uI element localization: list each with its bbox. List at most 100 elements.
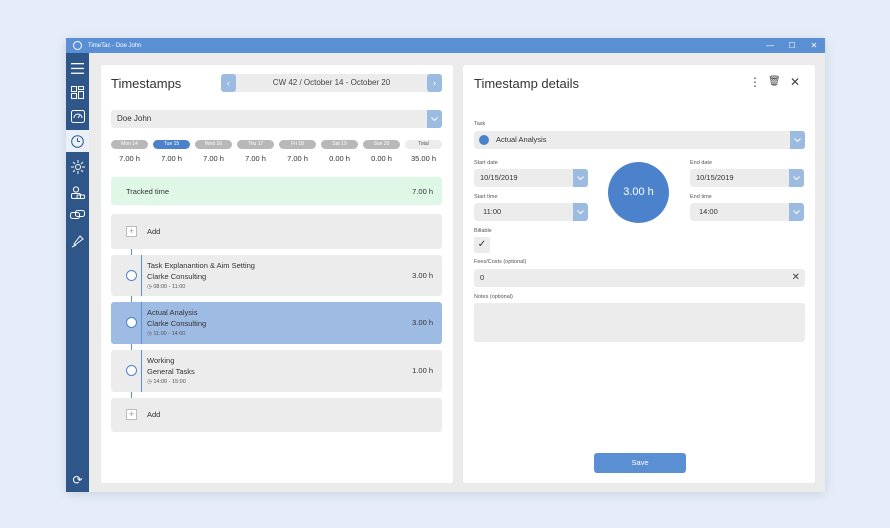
- day-pill-wed[interactable]: Wed 16: [195, 140, 232, 149]
- sidebar-item-absences[interactable]: [66, 156, 89, 178]
- entry-client: General Tasks: [147, 367, 195, 376]
- start-time-value: 11:00: [483, 207, 502, 216]
- task-icon: [479, 135, 489, 145]
- chevron-down-icon[interactable]: [789, 169, 804, 187]
- dashboard-icon: [71, 85, 84, 99]
- entry-time: ◷ 11:00 - 14:00: [147, 331, 185, 337]
- notes-field[interactable]: [474, 303, 805, 342]
- entry-time: ◷ 14:00 - 15:00: [147, 379, 186, 385]
- day-pill-tue[interactable]: Tue 15: [153, 140, 190, 149]
- details-title: Timestamp details: [474, 76, 579, 91]
- entry-task: Task Explanantion & Aim Setting: [147, 261, 255, 270]
- sidebar-menu-button[interactable]: [66, 57, 89, 79]
- sidebar-item-messages[interactable]: [66, 205, 89, 227]
- fees-field[interactable]: 0 ✕: [474, 269, 805, 287]
- fees-value: 0: [480, 273, 485, 282]
- tracked-time-banner: Tracked time 7.00 h: [111, 177, 442, 205]
- gauge-icon: [70, 109, 85, 123]
- user-select[interactable]: Doe John: [111, 110, 442, 128]
- sidebar-item-dashboard[interactable]: [66, 81, 89, 103]
- day-pill-total: Total: [405, 140, 442, 149]
- list-item[interactable]: Working General Tasks ◷ 14:00 - 15:00 1.…: [111, 350, 442, 392]
- notes-label: Notes (optional): [474, 294, 513, 300]
- page-title: Timestamps: [111, 76, 182, 91]
- add-label: Add: [147, 410, 161, 419]
- list-item[interactable]: Actual Analysis Clarke Consulting ◷ 11:0…: [111, 302, 442, 344]
- app-logo-icon: [73, 41, 82, 50]
- minimize-button[interactable]: —: [766, 41, 774, 50]
- entry-time: ◷ 08:00 - 11:00: [147, 284, 185, 290]
- billable-label: Billable: [474, 228, 492, 234]
- sidebar-sync-button[interactable]: ⟳: [66, 469, 89, 491]
- small-clock-icon: ◷: [147, 331, 152, 337]
- sidebar-item-notifications[interactable]: [66, 230, 89, 252]
- entry-time-range: 14:00 - 15:00: [153, 379, 186, 385]
- check-icon: ✓: [477, 239, 487, 250]
- start-time-field[interactable]: 11:00: [474, 203, 588, 221]
- maximize-button[interactable]: ☐: [788, 41, 796, 50]
- list-item[interactable]: Task Explanantion & Aim Setting Clarke C…: [111, 255, 442, 296]
- close-icon[interactable]: ✕: [790, 75, 801, 89]
- day-pill-mon[interactable]: Mon 14: [111, 140, 148, 149]
- timeline-dot: [126, 317, 137, 328]
- entry-hours: 3.00 h: [412, 271, 433, 280]
- save-button[interactable]: Save: [594, 453, 686, 473]
- chevron-down-icon[interactable]: [790, 131, 805, 149]
- timeline-line: [141, 302, 142, 344]
- add-entry-row[interactable]: + Add: [111, 398, 442, 432]
- window-title: TimeTac - Doe John: [88, 42, 142, 49]
- chat-icon: [70, 210, 85, 219]
- entry-time-range: 11:00 - 14:00: [153, 331, 186, 337]
- chevron-down-icon[interactable]: [427, 110, 442, 128]
- task-value: Actual Analysis: [496, 135, 547, 144]
- day-hours-thu: 7.00 h: [245, 154, 266, 163]
- user-select-value: Doe John: [117, 114, 152, 123]
- add-entry-row[interactable]: + Add: [111, 214, 442, 249]
- duration-badge: 3.00 h: [608, 162, 669, 223]
- fees-label: Fees/Costs (optional): [474, 259, 527, 265]
- start-date-value: 10/15/2019: [480, 173, 518, 182]
- window-controls: — ☐ ✕: [759, 38, 825, 53]
- sidebar-item-users[interactable]: [66, 181, 89, 203]
- timeline-line: [141, 255, 142, 296]
- end-date-value: 10/15/2019: [696, 173, 734, 182]
- day-hours-sun: 0.00 h: [371, 154, 392, 163]
- chevron-down-icon[interactable]: [573, 203, 588, 221]
- timeline-connector: [131, 296, 132, 302]
- timeline-dot: [126, 270, 137, 281]
- day-pill-thu[interactable]: Thu 17: [237, 140, 274, 149]
- entry-hours: 3.00 h: [412, 318, 433, 327]
- bell-icon: [71, 235, 84, 248]
- sidebar-item-timestamps[interactable]: [66, 130, 89, 152]
- menu-icon: [71, 62, 84, 74]
- end-date-label: End date: [690, 160, 713, 166]
- billable-checkbox[interactable]: ✓: [474, 237, 490, 253]
- day-pill-sun[interactable]: Sun 20: [363, 140, 400, 149]
- day-pill-sat[interactable]: Sat 19: [321, 140, 358, 149]
- add-icon: +: [126, 226, 137, 237]
- week-label: CW 42 / October 14 - October 20: [272, 78, 391, 87]
- chevron-down-icon[interactable]: [573, 169, 588, 187]
- small-clock-icon: ◷: [147, 284, 152, 290]
- prev-week-button[interactable]: ‹: [221, 74, 236, 92]
- day-hours-fri: 7.00 h: [287, 154, 308, 163]
- next-week-button[interactable]: ›: [427, 74, 442, 92]
- start-date-field[interactable]: 10/15/2019: [474, 169, 588, 187]
- close-window-button[interactable]: ✕: [810, 41, 818, 50]
- tracked-time-label: Tracked time: [126, 187, 170, 196]
- clear-icon[interactable]: ✕: [791, 272, 800, 283]
- more-options-icon[interactable]: ⋮: [749, 75, 761, 89]
- sidebar-item-gauge[interactable]: [66, 105, 89, 127]
- end-date-field[interactable]: 10/15/2019: [690, 169, 804, 187]
- day-pill-fri[interactable]: Fri 18: [279, 140, 316, 149]
- timestamp-details-panel: Timestamp details ⋮ 🗑 ✕ Task Actual Anal…: [463, 65, 815, 483]
- add-label: Add: [147, 227, 161, 236]
- delete-icon[interactable]: 🗑: [768, 76, 781, 87]
- task-select[interactable]: Actual Analysis: [474, 131, 805, 149]
- tracked-time-value: 7.00 h: [412, 187, 433, 196]
- day-hours-tue: 7.00 h: [161, 154, 182, 163]
- chevron-down-icon[interactable]: [789, 203, 804, 221]
- end-time-field[interactable]: 14:00: [690, 203, 804, 221]
- timeline-connector: [131, 249, 132, 255]
- timeline-connector: [131, 392, 132, 398]
